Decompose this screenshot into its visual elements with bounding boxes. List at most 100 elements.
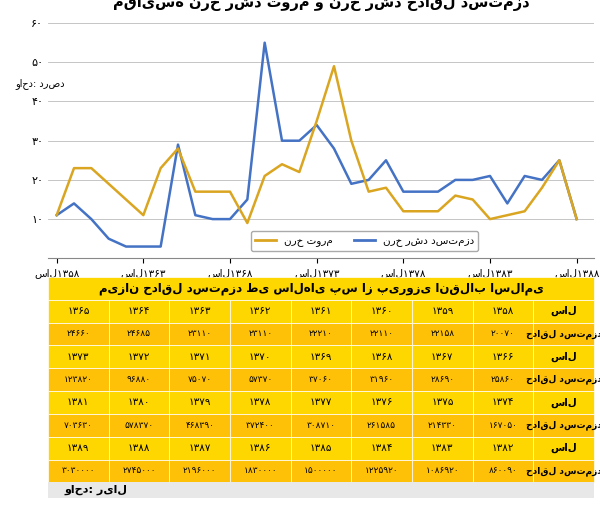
Text: ۲۰۰۷۰: ۲۰۰۷۰ [491, 330, 515, 338]
Text: ۳۰۸۷۱۰: ۳۰۸۷۱۰ [307, 421, 335, 430]
Bar [533, 345, 594, 368]
Bar [412, 460, 473, 483]
Bar [169, 391, 230, 414]
Bar [109, 323, 169, 345]
Text: ۱۳۵۸: ۱۳۵۸ [492, 306, 514, 316]
Bar [109, 300, 169, 323]
Bar [48, 277, 594, 300]
Bar [473, 368, 533, 391]
Bar [412, 414, 473, 437]
Bar [352, 460, 412, 483]
Bar [290, 300, 352, 323]
Text: ۲۵۸۶۰: ۲۵۸۶۰ [491, 375, 515, 384]
Text: ۸۶۰۰۹۰: ۸۶۰۰۹۰ [488, 466, 517, 475]
Text: ۱۳۷۱: ۱۳۷۱ [188, 352, 211, 362]
Text: ۱۳۸۶: ۱۳۸۶ [249, 443, 272, 453]
Bar [169, 437, 230, 460]
Text: ۱۳۸۳: ۱۳۸۳ [431, 443, 454, 453]
Bar [230, 345, 290, 368]
Text: ۱۳۷۳: ۱۳۷۳ [67, 352, 89, 362]
Bar [48, 345, 109, 368]
Bar [473, 300, 533, 323]
Bar [109, 345, 169, 368]
Text: واحد: ریال: واحد: ریال [64, 485, 127, 495]
Text: ۲۲۱۵۸: ۲۲۱۵۸ [430, 330, 454, 338]
Text: سال: سال [550, 443, 577, 453]
Bar [290, 391, 352, 414]
Text: ۳۷۲۴۰۰: ۳۷۲۴۰۰ [246, 421, 275, 430]
Bar [230, 437, 290, 460]
Bar [169, 345, 230, 368]
Bar [230, 323, 290, 345]
Bar [230, 414, 290, 437]
Bar [412, 323, 473, 345]
Text: ۱۳۷۰: ۱۳۷۰ [249, 352, 272, 362]
Text: ۳۷۰۶۰: ۳۷۰۶۰ [309, 375, 333, 384]
Text: ۱۳۶۲: ۱۳۶۲ [249, 306, 272, 316]
Bar [352, 300, 412, 323]
Bar [352, 323, 412, 345]
Text: ۱۳۷۷: ۱۳۷۷ [310, 397, 332, 407]
Text: ۴۶۸۳۹۰: ۴۶۸۳۹۰ [185, 421, 214, 430]
Bar [290, 345, 352, 368]
Text: ۱۲۲۵۹۲۰: ۱۲۲۵۹۲۰ [365, 466, 398, 475]
Bar [533, 460, 594, 483]
Text: ۱۳۶۳: ۱۳۶۳ [188, 306, 211, 316]
Text: حداقل دستمزد: حداقل دستمزد [526, 375, 600, 385]
Text: ۱۳۸۱: ۱۳۸۱ [67, 397, 89, 407]
Text: ۱۳۶۵: ۱۳۶۵ [67, 306, 89, 316]
Text: ۱۳۸۸: ۱۳۸۸ [128, 443, 150, 453]
Text: ۱۳۶۴: ۱۳۶۴ [128, 306, 150, 316]
Bar [109, 414, 169, 437]
Bar [352, 368, 412, 391]
Bar [290, 414, 352, 437]
Legend: نرخ تورم, نرخ رشد دستمزد: نرخ تورم, نرخ رشد دستمزد [251, 232, 478, 250]
Bar [48, 414, 109, 437]
Text: ۲۳۱۱۰: ۲۳۱۱۰ [188, 330, 212, 338]
Text: ۱۳۷۶: ۱۳۷۶ [370, 397, 393, 407]
Text: ۱۳۶۶: ۱۳۶۶ [492, 352, 514, 362]
Bar [473, 460, 533, 483]
Bar [412, 300, 473, 323]
Bar [412, 391, 473, 414]
Text: حداقل دستمزد: حداقل دستمزد [526, 466, 600, 476]
Text: ۱۳۸۰: ۱۳۸۰ [128, 397, 150, 407]
Text: ۲۲۲۱۰: ۲۲۲۱۰ [309, 330, 333, 338]
Bar [48, 391, 109, 414]
Bar [290, 323, 352, 345]
Text: ۱۳۷۲: ۱۳۷۲ [128, 352, 150, 362]
Text: ۱۳۸۷: ۱۳۸۷ [188, 443, 211, 453]
Text: ۲۶۱۵۸۵: ۲۶۱۵۸۵ [367, 421, 396, 430]
Bar [109, 391, 169, 414]
Text: حداقل دستمزد: حداقل دستمزد [526, 329, 600, 339]
Bar [48, 300, 109, 323]
Text: ۱۵۰۰۰۰۰: ۱۵۰۰۰۰۰ [304, 466, 338, 475]
Text: ۲۸۶۹۰: ۲۸۶۹۰ [430, 375, 454, 384]
Text: ۲۴۶۶۰: ۲۴۶۶۰ [67, 330, 90, 338]
Text: ۱۶۷۰۵۰: ۱۶۷۰۵۰ [488, 421, 517, 430]
Bar [533, 323, 594, 345]
Title: مقایسه نرخ رشد تورم و نرخ رشد حداقل دستمزد: مقایسه نرخ رشد تورم و نرخ رشد حداقل دستم… [113, 0, 529, 11]
Bar [109, 437, 169, 460]
Text: حداقل دستمزد: حداقل دستمزد [526, 421, 600, 430]
Bar [48, 460, 109, 483]
Bar [412, 345, 473, 368]
Text: ۱۳۶۱: ۱۳۶۱ [310, 306, 332, 316]
Text: ۵۷۸۳۷۰: ۵۷۸۳۷۰ [124, 421, 154, 430]
Text: ۱۳۶۸: ۱۳۶۸ [370, 352, 393, 362]
Bar [533, 391, 594, 414]
Bar [352, 437, 412, 460]
Bar [352, 345, 412, 368]
Bar [169, 460, 230, 483]
Bar [169, 300, 230, 323]
Bar [230, 391, 290, 414]
Text: میزان حداقل دستمزد طی سالهای پس از پیروزی انقلاب اسلامی: میزان حداقل دستمزد طی سالهای پس از پیروز… [98, 282, 544, 295]
Text: ۱۸۳۰۰۰۰: ۱۸۳۰۰۰۰ [244, 466, 277, 475]
Text: ۷۰۳۶۳۰: ۷۰۳۶۳۰ [64, 421, 93, 430]
Text: ۱۳۷۴: ۱۳۷۴ [492, 397, 514, 407]
Text: سال: سال [550, 352, 577, 362]
Text: ۷۵۰۷۰: ۷۵۰۷۰ [188, 375, 212, 384]
Text: ۱۳۷۵: ۱۳۷۵ [431, 397, 454, 407]
Bar [290, 368, 352, 391]
Bar [473, 414, 533, 437]
